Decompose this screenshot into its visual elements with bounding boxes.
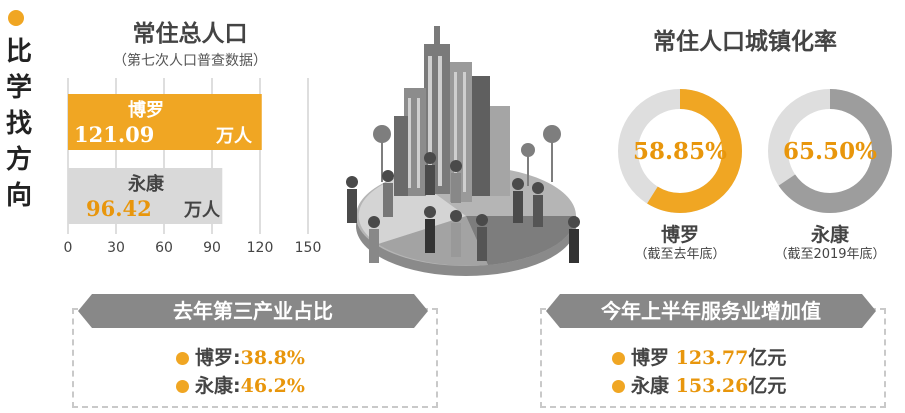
- tertiary-value-yongkang: 46.2%: [240, 375, 305, 397]
- bullet-dot: [176, 380, 189, 393]
- population-title: 常住总人口: [132, 21, 248, 47]
- services-row-boluo: 博罗 123.77亿元: [612, 343, 786, 370]
- trees: [373, 125, 561, 186]
- urbanization-note-yongkang: （截至2019年底）: [774, 247, 886, 262]
- side-title-dot: [8, 10, 24, 26]
- tertiary-value-boluo: 38.8%: [240, 347, 305, 369]
- bar-unit-label: 万人: [183, 200, 221, 221]
- bar-yongkang: [68, 168, 223, 224]
- donut-arc-yongkang: [768, 89, 892, 213]
- urbanization-name-boluo: 博罗: [660, 224, 699, 246]
- services-value-title: 今年上半年服务业增加值: [546, 294, 876, 328]
- services-name-boluo: 博罗: [631, 347, 670, 369]
- x-tick-label: 150: [295, 240, 322, 256]
- city-population-illustration: [346, 26, 580, 276]
- bullet-dot: [612, 380, 625, 393]
- services-unit-yongkang: 亿元: [748, 375, 787, 397]
- tertiary-row-boluo: 博罗:38.8%: [176, 343, 305, 370]
- donut-yongkang: 65.50%: [765, 86, 895, 216]
- donut-boluo: 58.85%: [615, 86, 745, 216]
- bar-category-label: 永康: [127, 173, 165, 195]
- donut-arc-boluo: [618, 89, 742, 213]
- urbanization-title: 常住人口城镇化率: [653, 29, 837, 55]
- x-tick-label: 60: [155, 240, 173, 256]
- urbanization-rate-yongkang: 65.50%: [783, 138, 877, 165]
- side-title: 比学找方向: [6, 37, 33, 211]
- bar-category-label: 博罗: [128, 99, 164, 121]
- bar-boluo: [68, 94, 262, 150]
- bullet-dot: [612, 352, 625, 365]
- bullet-dot: [176, 352, 189, 365]
- urbanization-rate-boluo: 58.85%: [633, 138, 727, 165]
- tertiary-share-title: 去年第三产业占比: [78, 294, 428, 328]
- services-value-boluo: 123.77: [675, 347, 749, 369]
- x-tick-label: 30: [107, 240, 125, 256]
- x-tick-label: 120: [247, 240, 274, 256]
- tertiary-name-yongkang: 永康:: [195, 375, 241, 397]
- bar-unit-label: 万人: [215, 126, 253, 147]
- services-row-yongkang: 永康 153.26亿元: [612, 371, 786, 398]
- bar-value-label: 96.42: [86, 196, 152, 221]
- bar-value-label: 121.09: [74, 122, 154, 147]
- services-unit-boluo: 亿元: [748, 347, 787, 369]
- building-windows: [408, 56, 466, 192]
- x-tick-label: 0: [64, 240, 73, 256]
- urbanization-name-yongkang: 永康: [810, 224, 849, 246]
- urbanization-note-boluo: （截至去年底）: [634, 247, 726, 262]
- tertiary-row-yongkang: 永康:46.2%: [176, 371, 305, 398]
- tertiary-name-boluo: 博罗:: [195, 347, 241, 369]
- population-subtitle: （第七次人口普查数据）: [113, 53, 267, 69]
- services-name-yongkang: 永康: [631, 375, 670, 397]
- services-value-yongkang: 153.26: [675, 375, 749, 397]
- people: [346, 152, 580, 263]
- x-tick-label: 90: [203, 240, 221, 256]
